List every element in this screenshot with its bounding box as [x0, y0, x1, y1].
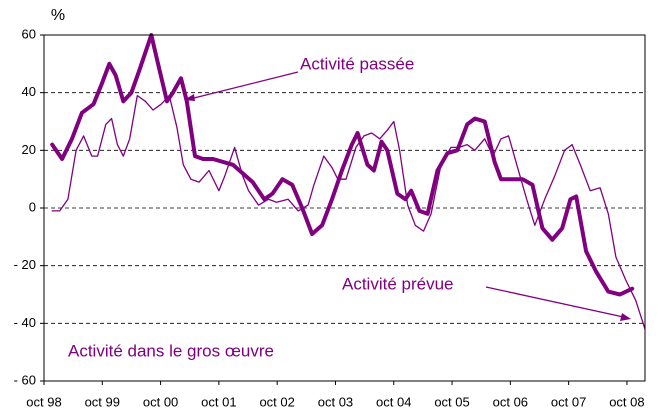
- arrow-head: [620, 313, 631, 321]
- series-line: [50, 33, 635, 297]
- x-tick-label: oct 03: [318, 394, 353, 409]
- x-tick-label: oct 05: [434, 394, 469, 409]
- y-tick-label: 20: [22, 142, 36, 157]
- x-tick-label: oct 07: [551, 394, 586, 409]
- x-tick-label: oct 04: [376, 394, 411, 409]
- y-tick-label: 0: [29, 199, 36, 214]
- x-tick-label: oct 01: [201, 394, 236, 409]
- series-annotation: Activité passée: [300, 54, 414, 73]
- x-tick-label: oct 99: [85, 394, 120, 409]
- y-tick-label: 40: [22, 84, 36, 99]
- x-tick-label: oct 98: [26, 394, 61, 409]
- x-tick-label: oct 00: [143, 394, 178, 409]
- chart-annotation: Activité dans le gros œuvre: [68, 341, 274, 360]
- y-tick-label: - 40: [14, 315, 36, 330]
- annotation-arrow: [185, 71, 299, 101]
- series-line: [51, 94, 646, 330]
- plot-area: [44, 33, 646, 330]
- annotation-arrow: [485, 286, 629, 319]
- y-tick-label: - 20: [14, 257, 36, 272]
- x-tick-label: oct 08: [609, 394, 644, 409]
- y-tick-label: 60: [22, 26, 36, 41]
- y-axis-label: %: [51, 7, 65, 24]
- x-tick-label: oct 02: [259, 394, 294, 409]
- y-tick-label: - 60: [14, 372, 36, 387]
- arrow-head: [184, 94, 195, 101]
- x-tick-label: oct 06: [493, 394, 528, 409]
- series-annotation: Activité prévue: [342, 274, 454, 293]
